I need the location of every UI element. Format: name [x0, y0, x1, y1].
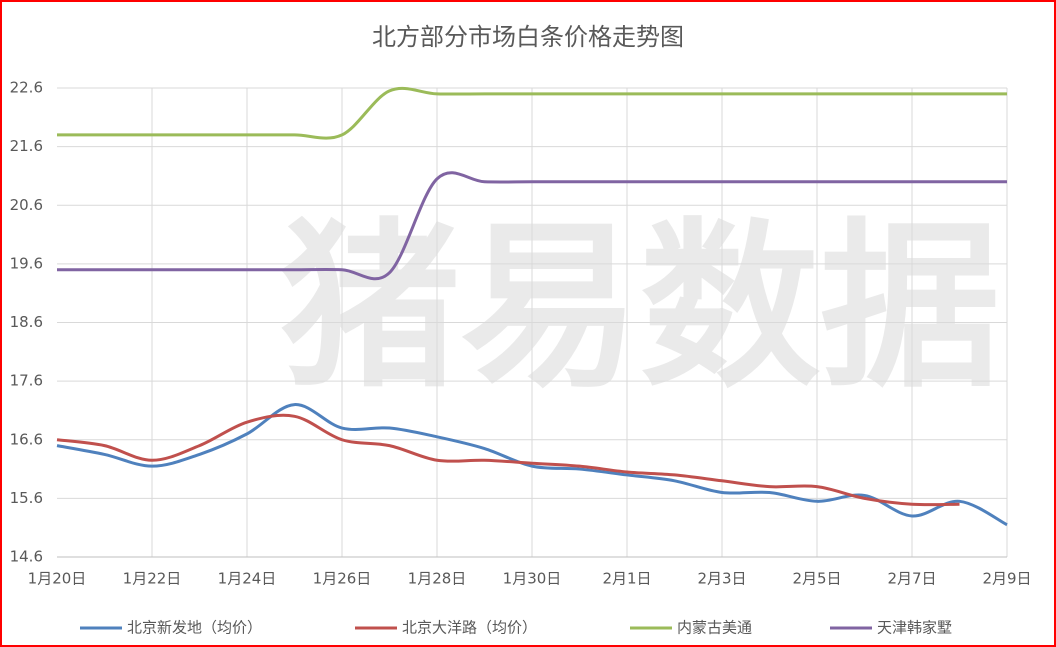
- x-tick-label: 1月20日: [28, 570, 87, 588]
- legend-label: 北京大洋路（均价）: [402, 619, 537, 637]
- y-tick-label: 19.6: [10, 254, 43, 272]
- series-line: [56, 413, 960, 507]
- y-tick-label: 22.6: [10, 79, 43, 97]
- watermark: 猪易数据: [280, 203, 1000, 412]
- y-tick-label: 14.6: [10, 548, 43, 566]
- legend-label: 天津韩家墅: [877, 619, 952, 637]
- legend-label: 内蒙古美通: [677, 619, 752, 637]
- x-tick-label: 2月3日: [697, 570, 746, 588]
- y-tick-label: 17.6: [10, 372, 43, 390]
- x-tick-label: 1月28日: [408, 570, 467, 588]
- y-tick-label: 20.6: [10, 196, 43, 214]
- x-tick-label: 1月30日: [503, 570, 562, 588]
- series-line: [57, 171, 1007, 281]
- y-tick-label: 18.6: [10, 313, 43, 331]
- x-tick-label: 1月22日: [123, 570, 182, 588]
- series-line: [57, 86, 1007, 140]
- x-tick-label: 1月24日: [218, 570, 277, 588]
- legend-label: 北京新发地（均价）: [127, 619, 262, 637]
- y-tick-label: 16.6: [10, 430, 43, 448]
- x-tick-label: 2月1日: [602, 570, 651, 588]
- y-tick-label: 15.6: [10, 489, 43, 507]
- y-tick-label: 21.6: [10, 137, 43, 155]
- x-tick-label: 2月7日: [887, 570, 936, 588]
- x-tick-label: 2月5日: [792, 570, 841, 588]
- x-tick-label: 1月26日: [313, 570, 372, 588]
- chart-title: 北方部分市场白条价格走势图: [372, 23, 684, 51]
- x-tick-label: 2月9日: [982, 570, 1031, 588]
